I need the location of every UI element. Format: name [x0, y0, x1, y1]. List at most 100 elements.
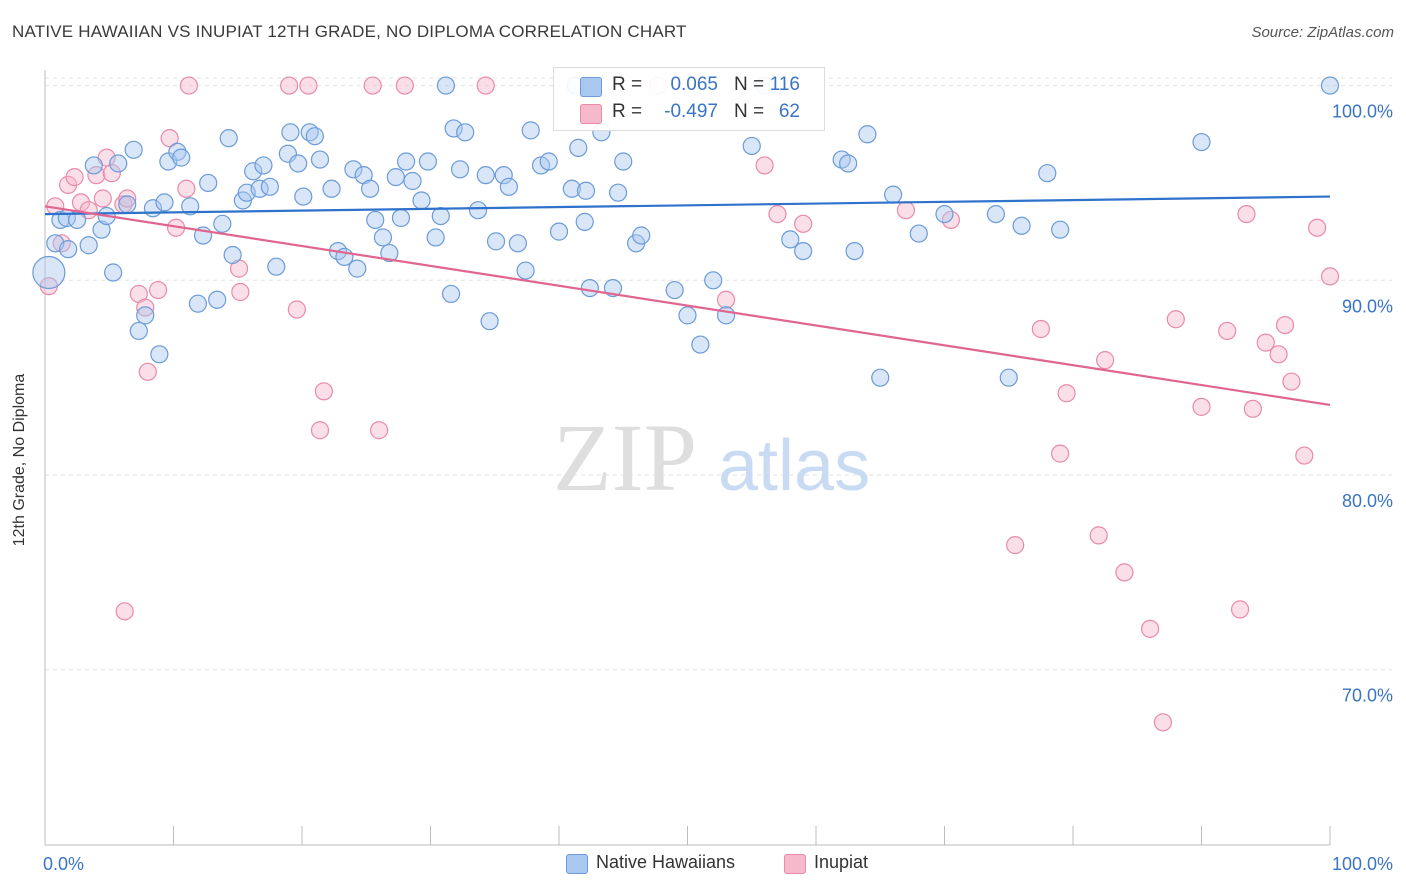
native-hawaiians-point	[909, 224, 928, 243]
stats-row-inupiat: R = -0.497 N = 62	[554, 100, 824, 126]
native-hawaiians-point	[155, 193, 174, 212]
native-hawaiians-point	[150, 345, 169, 364]
native-hawaiians-point	[208, 290, 227, 309]
native-hawaiians-point	[84, 156, 103, 175]
native-hawaiians-point	[499, 177, 518, 196]
native-hawaiians-point	[986, 204, 1006, 224]
inupiat-point	[1282, 372, 1301, 391]
native-hawaiians-point	[742, 136, 761, 156]
native-hawaiians-point	[344, 160, 363, 179]
y-tick-label: 70.0%	[1342, 686, 1393, 706]
native-hawaiians-point	[436, 76, 456, 95]
native-hawaiians-swatch	[566, 854, 588, 874]
inupiat-point	[138, 362, 157, 381]
native-hawaiians-point	[678, 306, 697, 325]
native-hawaiians-point	[59, 240, 78, 259]
inupiat-point	[1096, 351, 1115, 370]
inupiat-point	[118, 189, 137, 208]
y-tick-label: 100.0%	[1332, 102, 1393, 122]
inupiat-point	[794, 214, 813, 233]
native-hawaiians-point	[549, 222, 569, 241]
inupiat-point	[1153, 713, 1173, 732]
inupiat-point	[1089, 526, 1108, 545]
inupiat-point	[755, 156, 774, 175]
native-hawaiians-point	[1038, 164, 1057, 183]
stats-legend: R = 0.065 N = 116 R = -0.497 N = 62	[553, 67, 825, 131]
inupiat-point	[1115, 563, 1134, 582]
inupiat-point	[768, 204, 787, 224]
native-hawaiians-point	[281, 123, 300, 142]
native-hawaiians-point	[267, 257, 286, 276]
inupiat-point	[1051, 444, 1070, 463]
native-hawaiians-point	[426, 228, 445, 247]
n-label: N =	[734, 101, 765, 122]
inupiat-point	[231, 282, 250, 302]
y-tick-label: 80.0%	[1342, 491, 1393, 511]
native-hawaiians-point	[480, 312, 499, 331]
native-hawaiians-point	[516, 261, 535, 280]
native-hawaiians-point	[244, 162, 263, 181]
native-hawaiians-point	[254, 156, 273, 175]
inupiat-point	[1140, 619, 1160, 638]
native-hawaiians-point	[1012, 216, 1031, 235]
native-hawaiians-point	[219, 129, 238, 148]
trend-lines	[44, 195, 1331, 407]
inupiat-point	[395, 76, 414, 95]
inupiat-point	[716, 290, 736, 309]
r-label: R =	[612, 101, 643, 122]
y-axis-label: 12th Grade, No Diploma	[11, 373, 28, 547]
inupiat-point	[1218, 321, 1237, 341]
r-label: R =	[612, 74, 643, 95]
native-hawaiians-point	[386, 167, 405, 187]
native-hawaiians-trendline	[44, 195, 1331, 216]
inupiat-trendline	[44, 205, 1331, 407]
native-hawaiians-point	[109, 154, 128, 173]
inupiat-point	[177, 179, 196, 198]
tick-labels: 100.0% 90.0% 80.0% 70.0% 0.0% 100.0%	[43, 102, 1393, 874]
stats-row-native-hawaiians: R = 0.065 N = 116	[554, 73, 824, 99]
native-hawaiians-point	[716, 306, 736, 325]
native-hawaiians-point	[322, 179, 341, 198]
inupiat-point	[160, 129, 179, 148]
legend-label: Native Hawaiians	[596, 852, 736, 872]
native-hawaiians-point	[294, 187, 313, 206]
native-hawaiians-point	[188, 294, 208, 313]
native-hawaiians-point	[172, 148, 191, 167]
native-hawaiians-point	[136, 306, 155, 325]
native-hawaiians-point	[305, 127, 324, 146]
inupiat-point	[310, 421, 330, 440]
native-hawaiians-point	[576, 181, 596, 200]
native-hawaiians-point	[79, 236, 98, 255]
inupiat-point	[1192, 397, 1211, 416]
native-hawaiians-point	[260, 177, 279, 196]
native-hawaiians-point	[632, 226, 651, 245]
native-hawaiians-point	[213, 214, 232, 233]
native-hawaiians-point	[310, 150, 330, 169]
native-hawaiians-point	[562, 179, 581, 198]
native-hawaiians-point	[858, 125, 877, 144]
inupiat-point	[1006, 536, 1025, 555]
native-hawaiians-point	[418, 152, 438, 171]
native-hawaiians-point	[883, 185, 903, 204]
native-hawaiians-point	[129, 321, 148, 341]
native-hawaiians-points	[32, 76, 1340, 387]
native-hawaiians-point	[118, 195, 137, 214]
native-hawaiians-point	[92, 220, 111, 239]
native-hawaiians-point	[609, 183, 628, 202]
native-hawaiians-point	[181, 197, 200, 216]
x-tick-label: 0.0%	[43, 854, 84, 874]
n-label: N =	[734, 74, 765, 95]
inupiat-point	[280, 76, 299, 95]
inupiat-swatch	[784, 854, 806, 874]
native-hawaiians-point	[396, 152, 416, 171]
native-hawaiians-point	[614, 152, 633, 171]
inupiat-swatch	[580, 104, 602, 124]
native-hawaiians-point	[361, 179, 380, 198]
native-hawaiians-point	[456, 123, 475, 142]
chart-title: NATIVE HAWAIIAN VS INUPIAT 12TH GRADE, N…	[12, 22, 687, 41]
native-hawaiians-point	[403, 171, 422, 191]
inupiat-point	[1237, 204, 1256, 224]
native-hawaiians-point	[539, 152, 558, 171]
native-hawaiians-point	[32, 255, 66, 290]
